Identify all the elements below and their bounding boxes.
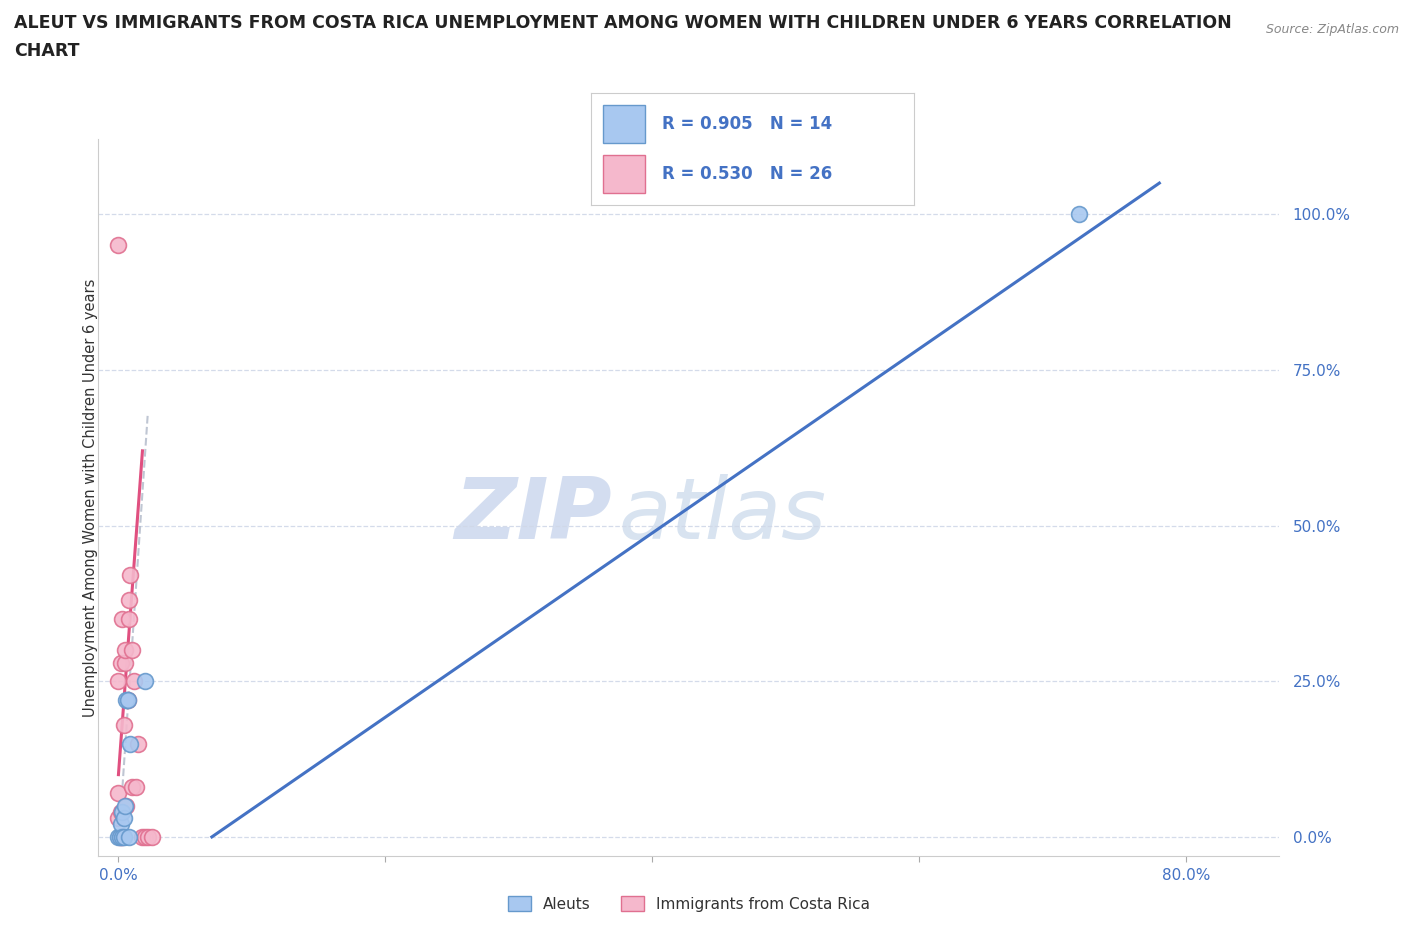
Point	[117, 693, 139, 708]
Point	[1069, 206, 1091, 221]
Point	[110, 817, 132, 832]
Point	[115, 693, 138, 708]
Point	[107, 238, 129, 253]
Point	[107, 786, 129, 801]
Point	[131, 830, 153, 844]
Legend: Aleuts, Immigrants from Costa Rica: Aleuts, Immigrants from Costa Rica	[502, 889, 876, 918]
Point	[108, 830, 131, 844]
Point	[118, 830, 141, 844]
Point	[136, 830, 159, 844]
Point	[112, 811, 135, 826]
Point	[120, 736, 142, 751]
Point	[114, 643, 136, 658]
Point	[115, 798, 138, 813]
Point	[111, 612, 134, 627]
Point	[107, 674, 129, 689]
Point	[108, 830, 131, 844]
Point	[114, 655, 136, 670]
Text: R = 0.530   N = 26: R = 0.530 N = 26	[662, 166, 832, 183]
Point	[124, 674, 146, 689]
Point	[118, 612, 141, 627]
Point	[121, 779, 143, 794]
Point	[134, 674, 156, 689]
Text: atlas: atlas	[619, 474, 827, 557]
Point	[107, 811, 129, 826]
Point	[111, 830, 134, 844]
Point	[117, 693, 139, 708]
Point	[112, 830, 135, 844]
Point	[125, 779, 148, 794]
Text: R = 0.905   N = 14: R = 0.905 N = 14	[662, 115, 832, 133]
Point	[114, 798, 136, 813]
Point	[134, 830, 156, 844]
Point	[111, 830, 134, 844]
Point	[112, 717, 135, 732]
Text: Source: ZipAtlas.com: Source: ZipAtlas.com	[1265, 23, 1399, 36]
Point	[111, 804, 134, 819]
Text: CHART: CHART	[14, 42, 80, 60]
Text: ZIP: ZIP	[454, 474, 612, 557]
Point	[110, 655, 132, 670]
FancyBboxPatch shape	[603, 155, 645, 193]
FancyBboxPatch shape	[603, 105, 645, 143]
Point	[107, 830, 129, 844]
Point	[110, 804, 132, 819]
Y-axis label: Unemployment Among Women with Children Under 6 years: Unemployment Among Women with Children U…	[83, 278, 97, 717]
Point	[118, 592, 141, 607]
Text: ALEUT VS IMMIGRANTS FROM COSTA RICA UNEMPLOYMENT AMONG WOMEN WITH CHILDREN UNDER: ALEUT VS IMMIGRANTS FROM COSTA RICA UNEM…	[14, 14, 1232, 32]
Point	[120, 568, 142, 583]
Point	[141, 830, 163, 844]
Point	[127, 736, 149, 751]
Point	[121, 643, 143, 658]
